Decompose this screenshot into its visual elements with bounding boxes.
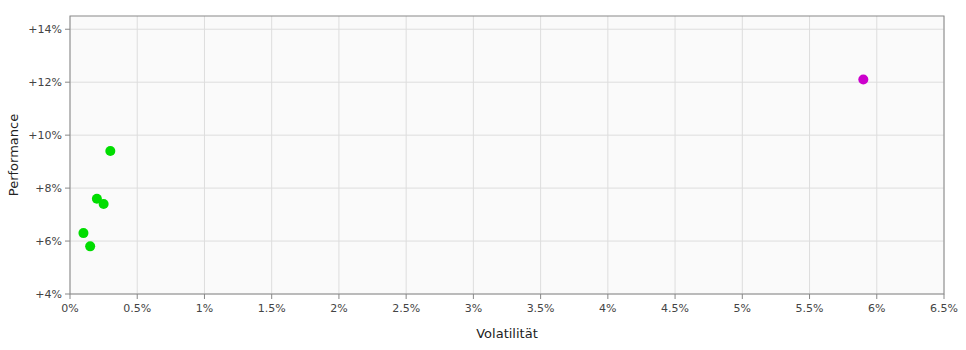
x-grid-line xyxy=(675,16,676,294)
x-grid-line xyxy=(406,16,407,294)
x-tick-label: 0.5% xyxy=(123,302,151,315)
y-tick xyxy=(65,188,70,189)
x-grid-line xyxy=(742,16,743,294)
scatter-point xyxy=(105,146,115,156)
plot-background xyxy=(70,16,944,294)
y-tick-label: +10% xyxy=(28,129,62,142)
y-tick xyxy=(65,29,70,30)
y-tick xyxy=(65,82,70,83)
chart-svg: 0% 0.5% 1% 1.5% 2% 2.5% 3% 3.5% 4% 4.5% 5% 5.5% 6% 6.… xyxy=(0,0,966,350)
x-grid-line xyxy=(473,16,474,294)
x-tick-label: 5.5% xyxy=(796,302,824,315)
x-tick-label: 6% xyxy=(868,302,885,315)
x-grid-line xyxy=(204,16,205,294)
x-tick xyxy=(742,294,743,299)
scatter-point xyxy=(78,228,88,238)
y-grid-line xyxy=(70,29,944,30)
x-tick-label: 0% xyxy=(61,302,78,315)
x-tick-label: 4% xyxy=(599,302,616,315)
x-grid-line xyxy=(137,16,138,294)
y-tick-label: +14% xyxy=(28,23,62,36)
x-tick xyxy=(271,294,272,299)
x-tick xyxy=(406,294,407,299)
x-grid-line xyxy=(876,16,877,294)
x-tick-label: 4.5% xyxy=(661,302,689,315)
plot-frame xyxy=(70,16,944,294)
x-tick-label: 1.5% xyxy=(258,302,286,315)
x-tick-label: 1% xyxy=(196,302,213,315)
x-axis-label: Volatilität xyxy=(476,326,538,341)
x-tick xyxy=(944,294,945,299)
y-tick-label: +8% xyxy=(35,182,62,195)
scatter-point xyxy=(99,199,109,209)
x-tick xyxy=(876,294,877,299)
x-tick xyxy=(473,294,474,299)
ticks: 0% 0.5% 1% 1.5% 2% 2.5% 3% 3.5% 4% 4.5% 5% 5.5% 6% 6.… xyxy=(28,23,958,315)
x-tick-label: 2.5% xyxy=(392,302,420,315)
x-grid-line xyxy=(338,16,339,294)
y-grid-line xyxy=(70,188,944,189)
y-tick-label: +4% xyxy=(35,288,62,301)
y-grid-line xyxy=(70,82,944,83)
y-axis-label: Performance xyxy=(6,114,21,196)
x-tick xyxy=(137,294,138,299)
y-tick xyxy=(65,241,70,242)
x-tick xyxy=(338,294,339,299)
x-tick-label: 3.5% xyxy=(527,302,555,315)
x-grid-line xyxy=(271,16,272,294)
x-tick-label: 6.5% xyxy=(930,302,958,315)
y-grid-line xyxy=(70,241,944,242)
x-grid-line xyxy=(540,16,541,294)
scatter-point xyxy=(85,241,95,251)
x-tick xyxy=(70,294,71,299)
x-tick-label: 5% xyxy=(734,302,751,315)
scatter-point xyxy=(858,75,868,85)
y-tick xyxy=(65,135,70,136)
y-tick-label: +6% xyxy=(35,235,62,248)
y-tick-label: +12% xyxy=(28,76,62,89)
x-tick-label: 3% xyxy=(465,302,482,315)
x-tick xyxy=(204,294,205,299)
x-tick xyxy=(675,294,676,299)
x-grid-line xyxy=(607,16,608,294)
x-tick xyxy=(540,294,541,299)
x-grid-line xyxy=(809,16,810,294)
x-tick xyxy=(809,294,810,299)
x-tick xyxy=(607,294,608,299)
chart-container: 0% 0.5% 1% 1.5% 2% 2.5% 3% 3.5% 4% 4.5% 5% 5.5% 6% 6.… xyxy=(0,0,966,350)
y-tick xyxy=(65,294,70,295)
y-grid-line xyxy=(70,135,944,136)
points xyxy=(78,75,868,252)
x-tick-label: 2% xyxy=(330,302,347,315)
grid xyxy=(70,16,944,294)
